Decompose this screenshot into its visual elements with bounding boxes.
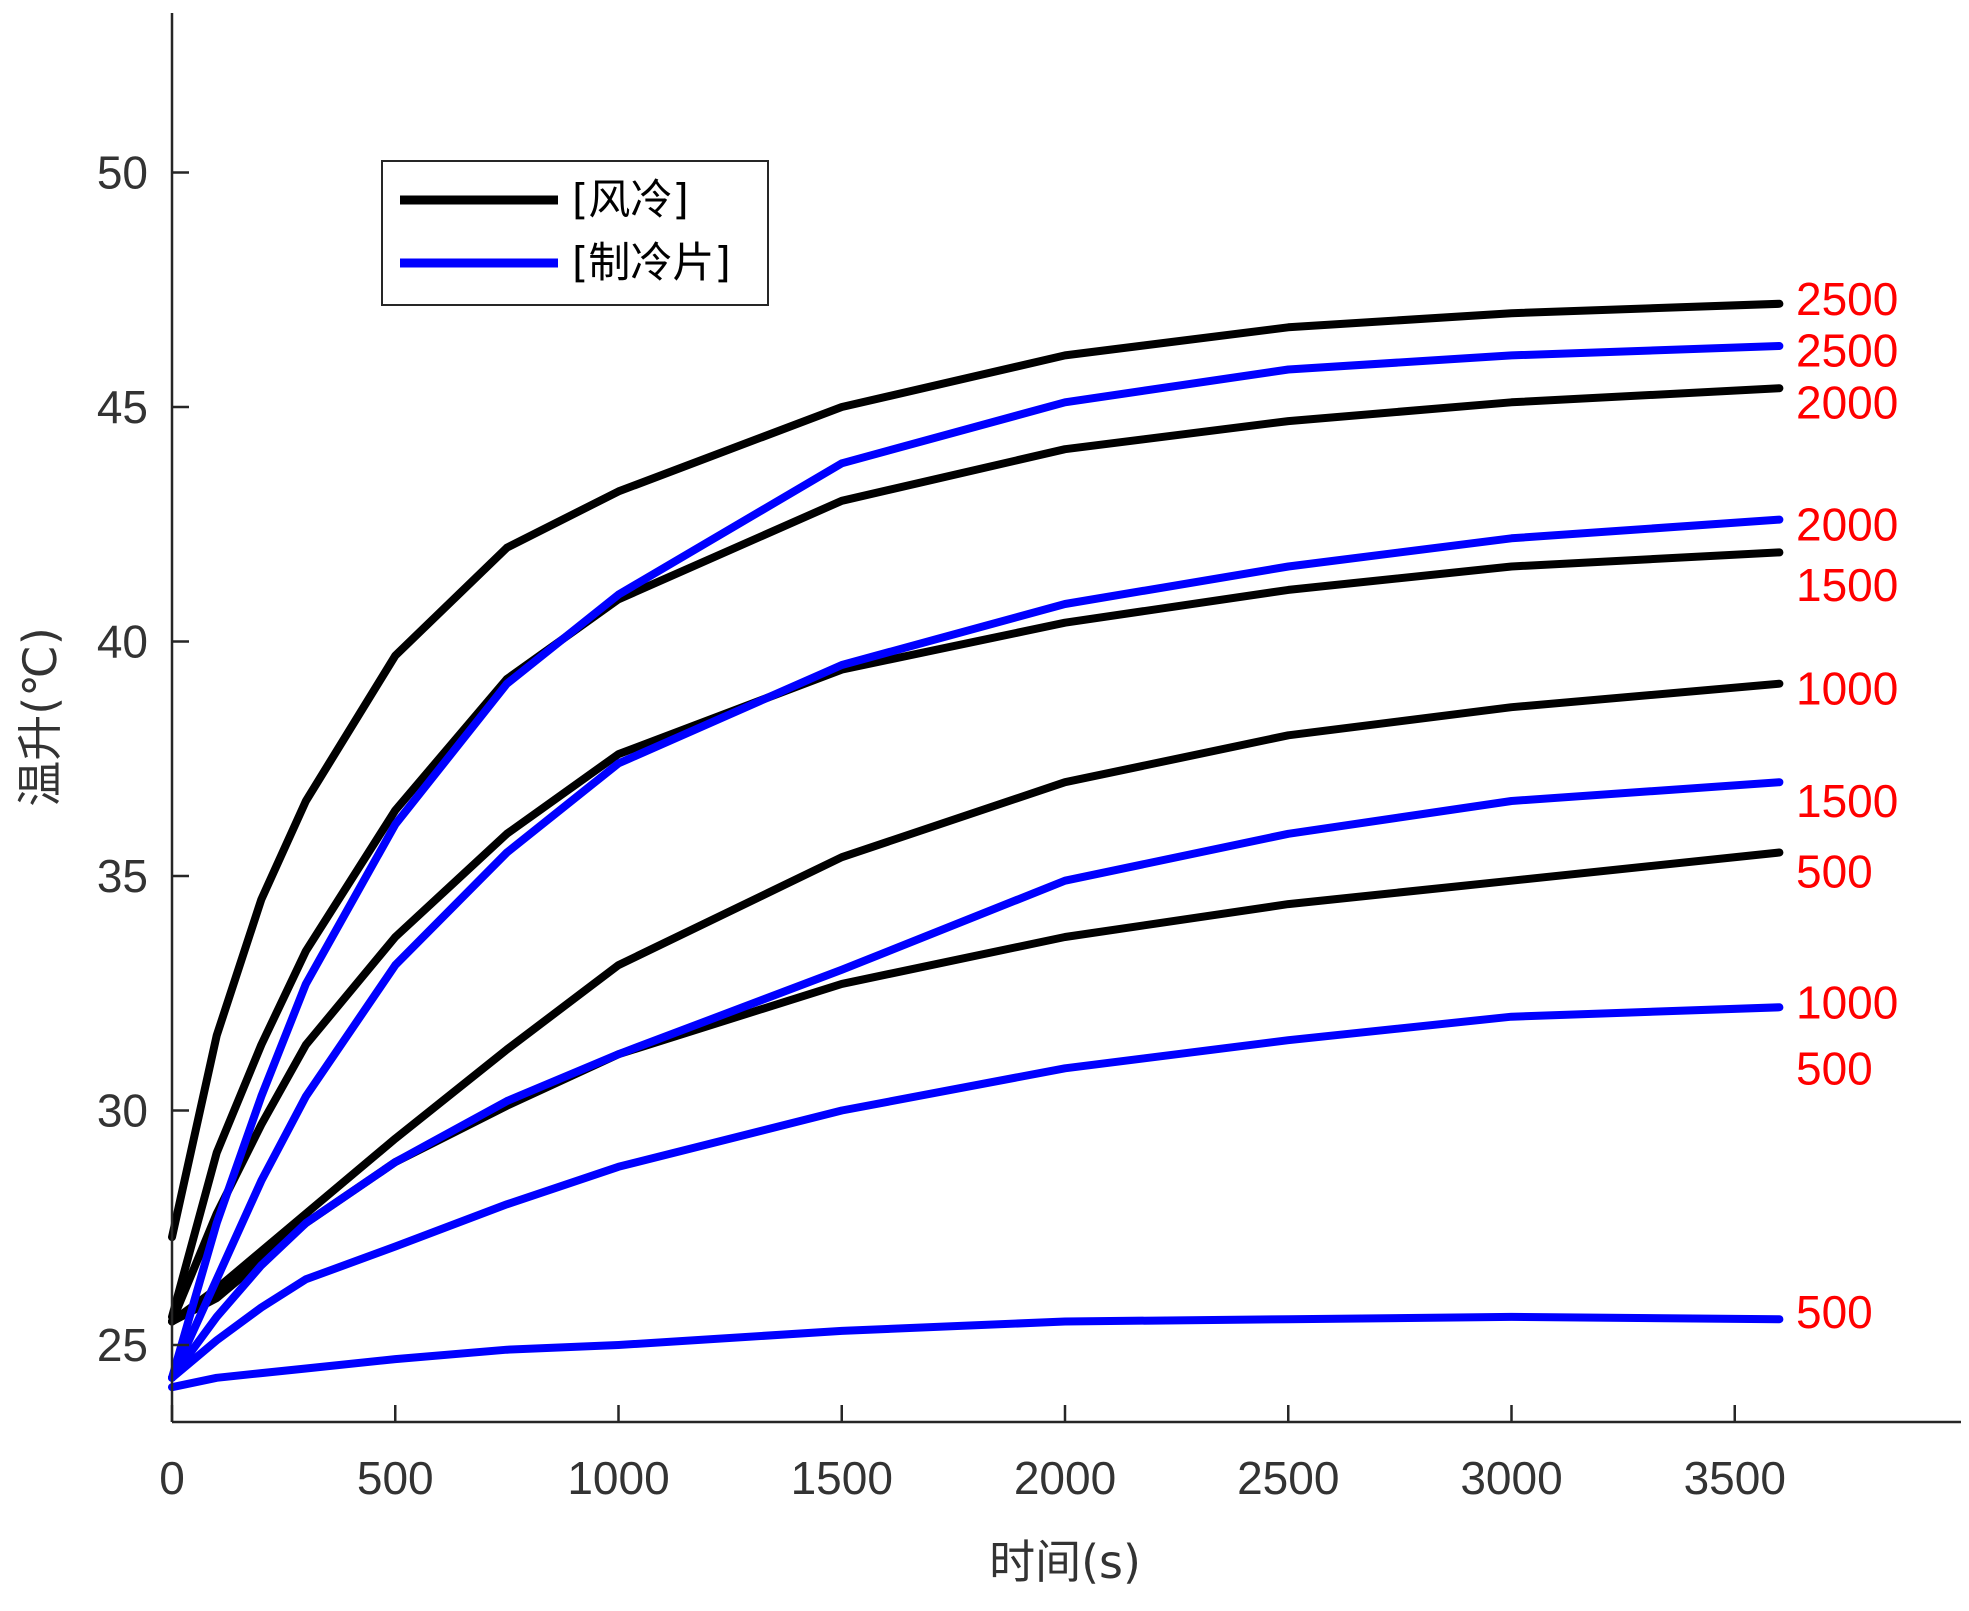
series-end-label: 1000 bbox=[1796, 662, 1898, 714]
y-tick-label: 35 bbox=[97, 850, 148, 902]
series-end-label: 2000 bbox=[1796, 376, 1898, 428]
air-cooling-1000-line bbox=[168, 679, 1784, 1326]
air-cooling-1500-line bbox=[168, 548, 1784, 1326]
x-tick-label: 2500 bbox=[1237, 1452, 1339, 1504]
series-end-label: 500 bbox=[1796, 1286, 1873, 1338]
plot-lines bbox=[168, 299, 1784, 1392]
y-tick-label: 45 bbox=[97, 381, 148, 433]
tec-cooling-2000-line bbox=[168, 515, 1784, 1382]
y-axis-title: 温升(℃) bbox=[13, 627, 67, 807]
y-tick-label: 50 bbox=[97, 147, 148, 199]
x-ticks: 0 500 1000 1500 2000 2500 3000 3500 bbox=[159, 1405, 1786, 1504]
y-tick-label: 30 bbox=[97, 1085, 148, 1137]
y-ticks: 25 30 35 40 45 50 bbox=[97, 147, 189, 1371]
series-end-label: 1500 bbox=[1796, 559, 1898, 611]
series-end-label: 1500 bbox=[1796, 775, 1898, 827]
series-end-label: 2000 bbox=[1796, 498, 1898, 550]
series-end-label: 1000 bbox=[1796, 977, 1898, 1029]
series-end-label: 2500 bbox=[1796, 273, 1898, 325]
legend-label-air-cooling: [风冷] bbox=[572, 175, 689, 224]
axes bbox=[170, 13, 1961, 1424]
legend-box bbox=[381, 160, 769, 306]
x-tick-label: 3500 bbox=[1684, 1452, 1786, 1504]
series-end-label: 500 bbox=[1796, 1042, 1873, 1094]
x-tick-label: 2000 bbox=[1014, 1452, 1116, 1504]
x-tick-label: 0 bbox=[159, 1452, 185, 1504]
series-end-label: 500 bbox=[1796, 845, 1873, 897]
end-labels: 2500250020002000150010001500500100050050… bbox=[1796, 273, 1898, 1338]
x-tick-label: 3000 bbox=[1460, 1452, 1562, 1504]
series-end-label: 2500 bbox=[1796, 325, 1898, 377]
tec-cooling-1000-line bbox=[168, 1003, 1784, 1382]
y-tick-label: 25 bbox=[97, 1319, 148, 1371]
tec-cooling-2500-line bbox=[168, 342, 1784, 1382]
legend-label-tec-cooling: [制冷片] bbox=[572, 238, 731, 287]
y-tick-label: 40 bbox=[97, 616, 148, 668]
x-axis-title: 时间(s) bbox=[989, 1535, 1141, 1589]
tec-cooling-1500-line bbox=[168, 778, 1784, 1382]
legend: [风冷] [制冷片] bbox=[381, 160, 769, 306]
x-tick-label: 1500 bbox=[791, 1452, 893, 1504]
x-tick-label: 1000 bbox=[567, 1452, 669, 1504]
tec-cooling-500-line bbox=[168, 1312, 1784, 1392]
air-cooling-2500-line bbox=[168, 299, 1784, 1242]
x-tick-label: 500 bbox=[357, 1452, 434, 1504]
